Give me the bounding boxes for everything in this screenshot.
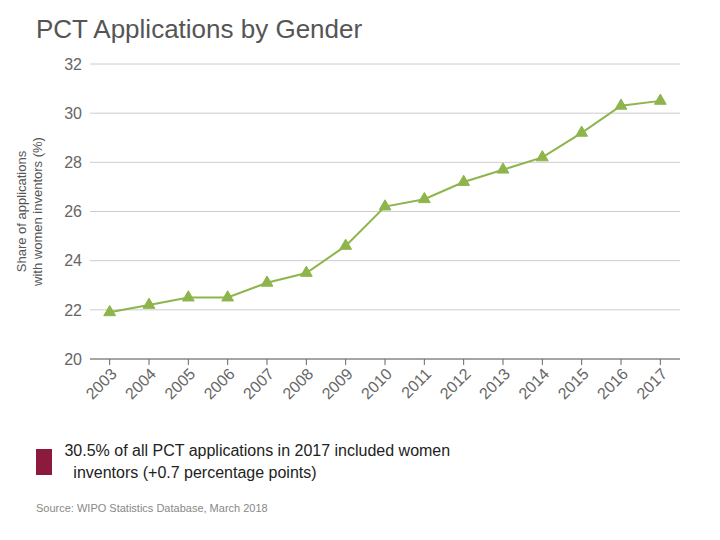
svg-text:24: 24 xyxy=(64,252,82,269)
svg-text:2007: 2007 xyxy=(240,365,277,402)
svg-text:30: 30 xyxy=(64,105,82,122)
svg-text:32: 32 xyxy=(64,56,82,73)
svg-text:20: 20 xyxy=(64,351,82,368)
svg-text:2016: 2016 xyxy=(594,365,631,402)
svg-text:2005: 2005 xyxy=(161,365,198,402)
svg-text:2011: 2011 xyxy=(398,365,434,401)
svg-text:2012: 2012 xyxy=(437,365,474,402)
html-text:30.5% of all PCT applications: 30.5% of all PCT applications in 2017 in… xyxy=(60,442,451,459)
html-text:Source: WIPO Statistics Databa: Source: WIPO Statistics Database, March … xyxy=(36,502,268,514)
svg-text:28: 28 xyxy=(64,154,82,171)
svg-text:Share of applicationswith wome: Share of applicationswith women inventor… xyxy=(14,137,45,287)
svg-text:2017: 2017 xyxy=(633,365,670,402)
svg-text:2006: 2006 xyxy=(201,365,238,402)
svg-text:2013: 2013 xyxy=(476,365,513,402)
svg-text:2003: 2003 xyxy=(83,365,120,402)
svg-text:2014: 2014 xyxy=(515,365,552,402)
svg-text:2010: 2010 xyxy=(358,365,395,402)
svg-text:26: 26 xyxy=(64,203,82,220)
svg-text:2004: 2004 xyxy=(122,365,159,402)
html-text:inventors (+0.7 percentage poi: inventors (+0.7 percentage points) xyxy=(60,464,317,481)
svg-text:2008: 2008 xyxy=(279,365,316,402)
svg-text:2015: 2015 xyxy=(555,365,592,402)
svg-text:2009: 2009 xyxy=(319,365,356,402)
svg-text:22: 22 xyxy=(64,302,82,319)
html-text:PCT Applications by Gender: PCT Applications by Gender xyxy=(36,14,363,44)
